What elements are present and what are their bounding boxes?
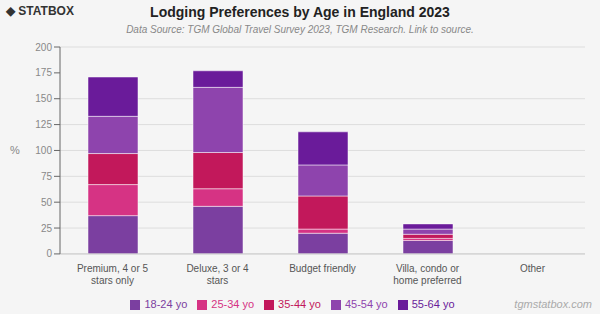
svg-text:Other: Other <box>520 263 546 274</box>
html-text:55-64 yo: 55-64 yo <box>411 297 455 310</box>
svg-text:0: 0 <box>46 248 52 259</box>
svg-text:Deluxe, 3 or 4stars: Deluxe, 3 or 4stars <box>186 263 249 286</box>
svg-text:125: 125 <box>35 119 52 130</box>
svg-text:150: 150 <box>35 93 52 104</box>
svg-text:200: 200 <box>35 42 52 53</box>
svg-text:175: 175 <box>35 67 52 78</box>
html-text:25-34 yo: 25-34 yo <box>211 297 255 310</box>
html-text:Data Source: TGM Global Travel: Data Source: TGM Global Travel Survey 20… <box>126 24 474 35</box>
svg-text:%: % <box>10 144 20 156</box>
html-text:35-44 yo: 35-44 yo <box>278 297 321 310</box>
svg-text:75: 75 <box>41 171 53 182</box>
svg-text:Villa, condo orhome preferred: Villa, condo orhome preferred <box>393 263 461 286</box>
html-text:tgmstatbox.com: tgmstatbox.com <box>514 298 592 310</box>
svg-text:Premium, 4 or 5stars only: Premium, 4 or 5stars only <box>77 263 149 286</box>
svg-text:25: 25 <box>41 223 53 234</box>
svg-text:Budget friendly: Budget friendly <box>289 263 356 274</box>
html-text:Lodging Preferences by Age in: Lodging Preferences by Age in England 20… <box>150 4 450 20</box>
html-text:45-54 yo: 45-54 yo <box>344 297 388 310</box>
html-text:18-24 yo: 18-24 yo <box>144 297 188 310</box>
html-text:◆ STATBOX: ◆ STATBOX <box>6 4 74 18</box>
svg-text:100: 100 <box>35 145 52 156</box>
svg-text:50: 50 <box>41 197 53 208</box>
